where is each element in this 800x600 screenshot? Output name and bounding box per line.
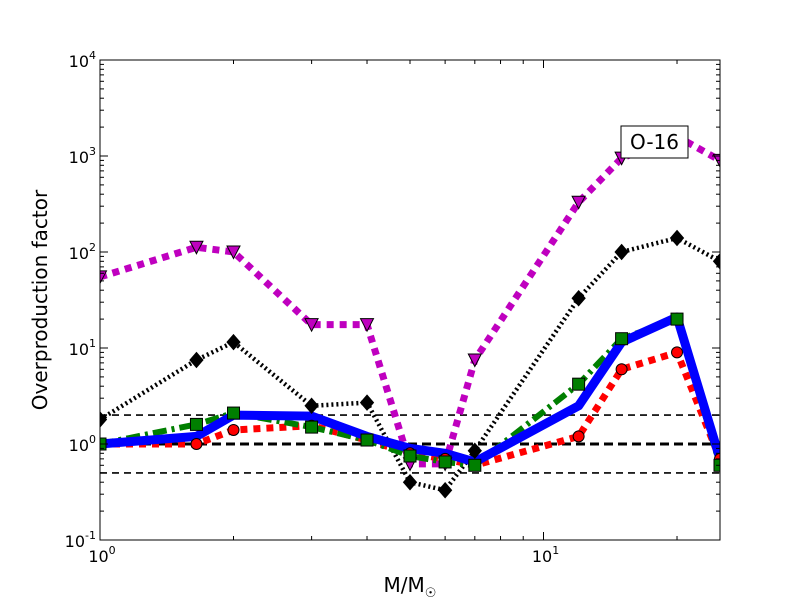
series-markers <box>100 129 720 499</box>
marker-red-circles-8 <box>572 430 585 443</box>
marker-black-diamonds-4 <box>359 394 375 411</box>
marker-red-circles-9 <box>615 363 628 376</box>
marker-black-diamonds-2 <box>226 333 241 351</box>
marker-magenta-triangles-1 <box>189 240 204 255</box>
x-axis-title-main: M/M <box>384 573 425 597</box>
marker-black-diamonds-6 <box>437 481 453 499</box>
y-tick-label-4: 103 <box>69 145 96 167</box>
marker-black-diamonds-8 <box>571 289 586 307</box>
marker-black-diamonds-3 <box>304 397 319 415</box>
marker-green-squares-10 <box>670 312 684 326</box>
marker-green-squares-6 <box>438 455 452 469</box>
marker-red-circles-10 <box>671 346 684 359</box>
annotation-box: O-16 <box>620 125 689 159</box>
annotation-label: O-16 <box>630 130 679 154</box>
marker-green-squares-1 <box>189 417 203 431</box>
marker-green-squares-2 <box>227 406 241 420</box>
marker-magenta-triangles-0 <box>100 270 108 285</box>
marker-magenta-triangles-8 <box>571 195 586 210</box>
x-tick-label-1: 101 <box>532 544 559 566</box>
axis-ticks <box>99 59 720 541</box>
marker-black-diamonds-10 <box>669 229 685 247</box>
marker-magenta-triangles-4 <box>359 318 375 333</box>
marker-black-diamonds-9 <box>614 243 629 261</box>
x-axis-title: M/M☉ <box>384 573 437 600</box>
y-tick-label-1: 100 <box>69 433 96 455</box>
marker-green-squares-7 <box>468 458 482 472</box>
marker-green-squares-8 <box>572 377 586 391</box>
y-tick-label-5: 104 <box>69 49 96 71</box>
marker-green-squares-9 <box>615 332 629 346</box>
y-tick-label-0: 10-1 <box>65 529 96 551</box>
marker-black-diamonds-0 <box>100 411 108 428</box>
marker-magenta-triangles-2 <box>226 245 241 260</box>
marker-black-diamonds-1 <box>189 351 204 369</box>
marker-green-squares-3 <box>305 420 319 434</box>
marker-black-diamonds-7 <box>467 442 482 460</box>
marker-red-circles-2 <box>227 423 240 436</box>
marker-red-circles-1 <box>190 438 203 450</box>
x-axis-title-subscript: ☉ <box>425 586 437 600</box>
x-tick-label-0: 100 <box>88 544 115 566</box>
y-tick-label-2: 101 <box>69 337 96 359</box>
marker-black-diamonds-5 <box>402 473 418 491</box>
y-tick-label-3: 102 <box>69 241 96 263</box>
marker-green-squares-4 <box>360 433 374 447</box>
y-axis-title: Overproduction factor <box>28 189 52 410</box>
marker-magenta-triangles-3 <box>304 318 319 333</box>
marker-magenta-triangles-7 <box>467 353 483 368</box>
marker-green-squares-5 <box>403 449 417 463</box>
